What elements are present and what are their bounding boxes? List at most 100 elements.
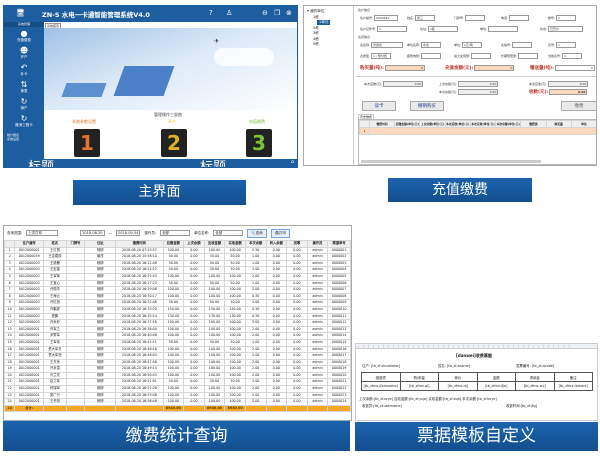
column-header[interactable]: 操作员	[306, 240, 329, 248]
purchase-input[interactable]: 0	[554, 65, 595, 71]
column-header[interactable]: 住户编号	[14, 240, 45, 248]
sidebar-item[interactable]: ↻ 销户	[4, 95, 44, 112]
field-input[interactable]: 1	[556, 15, 577, 21]
table-row[interactable]: 15 0012000001 王军伟 杨柳 2018-08-20 16:42:11 50.0…	[4, 338, 351, 347]
receive-field[interactable]: 0.00	[549, 89, 588, 95]
history-column-header[interactable]: 购买量	[545, 119, 572, 129]
tree-node[interactable]: 5栋	[313, 42, 319, 46]
column-header[interactable]: 票据单号	[327, 240, 351, 248]
column-header[interactable]: 实收金额	[224, 240, 246, 248]
minimize-icon[interactable]: ⊖	[262, 9, 268, 17]
range-select[interactable]: 上次打印	[26, 230, 59, 236]
table-row[interactable]: 14 0012000001 尹秀军 杨柳 2018-08-20 16:40:48 100.…	[4, 332, 351, 340]
history-column-header[interactable]: 本次实收(单位:元)	[469, 119, 497, 129]
column-header[interactable]: 上次余额	[183, 240, 205, 248]
history-column-header[interactable]: 应缴金额(单位:元)	[394, 119, 421, 129]
field-input[interactable]	[509, 15, 530, 21]
table-row[interactable]: 21 0012000001 赵之军 杨柳 2018-08-20 16:51:01 50.0…	[4, 378, 351, 387]
column-header[interactable]: 转入余额	[265, 240, 288, 248]
home-icon[interactable]: ⌂	[290, 159, 294, 165]
field-input[interactable]	[465, 15, 486, 21]
tree-node-selected[interactable]: 1单元	[317, 20, 331, 25]
column-header[interactable]: 找零	[286, 240, 308, 248]
unit-select[interactable]: 全部	[213, 230, 244, 236]
tree-node[interactable]: 1栋	[313, 14, 319, 19]
column-header[interactable]: 本次余额	[244, 240, 267, 248]
history-column-header[interactable]: 缴费时间	[368, 119, 396, 129]
table-row[interactable]: 4 0012000003 王宏建 杨柳 2018-08-20 16:24:12 50.00…	[4, 266, 351, 274]
cancel-purchase-button[interactable]: 撤销购买	[410, 101, 444, 111]
template-header[interactable]: 备注	[553, 372, 593, 382]
template-cell[interactable]: [tb_zfmx.remark]	[553, 381, 593, 391]
table-row[interactable]: 23 0012000001 夏广兴 杨柳 2018-08-20 16:53:08 100.…	[4, 391, 351, 400]
purchase-input[interactable]: 0	[384, 65, 425, 71]
date-from[interactable]: 2018-08-20	[80, 230, 105, 236]
restore-icon[interactable]: ❐	[274, 9, 281, 17]
template-cashier[interactable]: 收费员:[tb_zf.username]	[362, 404, 402, 408]
tree-node[interactable]: 3栋	[313, 31, 319, 35]
table-row[interactable]: 17 0012000001 贾大军西 杨柳 2018-08-20 16:48:03 100…	[4, 352, 351, 360]
field-input[interactable]	[421, 53, 442, 59]
template-field[interactable]: 发票编号: [tb_zf.zjcode]	[516, 364, 555, 368]
table-row[interactable]: 18 0012000001 王东伏 杨柳 2018-08-20 16:47:58 100.…	[4, 358, 351, 367]
template-cell[interactable]: [tb_zfmx.gl]	[399, 381, 439, 391]
step-1-button[interactable]: 1	[74, 129, 100, 157]
field-input[interactable]: 1栋	[428, 26, 459, 32]
sidebar-item[interactable]: ⇅ 换表	[4, 78, 44, 95]
template-header[interactable]: 滞纳金	[515, 372, 555, 382]
date-to[interactable]: 2018-09-04	[116, 230, 141, 236]
field-input[interactable]	[488, 26, 519, 32]
template-header[interactable]: 单价	[438, 372, 478, 382]
template-title[interactable]: [danwei]收费票据	[456, 353, 492, 358]
column-header[interactable]: 姓名	[43, 240, 67, 248]
field-input[interactable]: 1 / 预付费表	[371, 53, 392, 59]
column-header[interactable]	[4, 240, 16, 248]
template-cell[interactable]: [tb_zfmx.jfje]	[476, 381, 516, 391]
sidebar-item[interactable]: ● 充值缴费	[4, 27, 44, 44]
table-row[interactable]: 8 0012000003 王海云 杨柳 2018-08-20 16:30:17 100.0…	[4, 292, 351, 301]
table-row[interactable]: 9 0012000003 许红燕 杨柳 2018-08-20 16:32:48 50.00…	[4, 299, 351, 307]
table-row[interactable]: 3 0012000003 王德雁 杨柳 2018-08-20 16:22:48 50.00…	[4, 259, 351, 268]
step-3-button[interactable]: 3	[246, 129, 272, 157]
field-input[interactable]: 已开户	[548, 26, 584, 32]
template-line2[interactable]: 上次余额:[tb_zf.scye] 应收金额:[tb_zf.ysje] 实收金额…	[359, 397, 497, 401]
tree-node[interactable]: 2栋	[313, 25, 319, 30]
field-input[interactable]: 0004240	[374, 15, 399, 21]
table-row[interactable]: 10 0012000003 许鹏夏 杨柳 2018-08-20 16:33:20 150.…	[4, 305, 351, 314]
column-header[interactable]: 应收金额	[203, 240, 226, 248]
template-field[interactable]: 住户: [tb_zf.zhuddress]	[362, 364, 400, 368]
column-header[interactable]: 住址	[84, 240, 117, 248]
table-row[interactable]: 6 0012000003 王宝心 杨柳 2018-08-20 16:27:23 50.00…	[4, 279, 351, 288]
user-icon[interactable]: ♙	[226, 9, 233, 17]
field-input[interactable]: 1	[562, 53, 583, 59]
template-time[interactable]: 收费时间:[tb_zf.jfsj]	[506, 404, 538, 408]
field-input[interactable]	[471, 53, 492, 59]
purchase-input[interactable]: 0	[474, 65, 515, 71]
table-row[interactable]: 16 0012000001 贾大军东 杨柳 2018-08-20 16:46:16 100…	[4, 345, 351, 354]
sidebar-menu-settings[interactable]: 系统设置	[7, 137, 20, 141]
close-icon[interactable]: ⊗	[286, 9, 292, 17]
field-input[interactable]	[518, 53, 539, 59]
template-field[interactable]: 姓名: [tb_zf.zname]	[438, 364, 471, 368]
sidebar-item[interactable]: ☻ 开户	[4, 44, 44, 61]
step-2-button[interactable]: 2	[161, 129, 187, 157]
table-row[interactable]: 2 0012000059 王定春辰 瑜茂 2018-08-20 15:58:10 50.0…	[4, 253, 351, 261]
template-header[interactable]: 购/用量	[399, 372, 439, 382]
history-column-header[interactable]: 缴费类	[520, 119, 547, 129]
table-row[interactable]: 19 0012000001 许永霞 杨柳 2018-08-20 16:49:14 100.…	[4, 365, 351, 373]
table-row[interactable]: 20 0012000001 许兰花 杨柳 2018-08-20 16:50:43 100.…	[4, 371, 351, 380]
history-column-header[interactable]: 上次余额(单位:元)	[419, 119, 446, 129]
sidebar-item[interactable]: ↻ 撤消工程卡	[4, 112, 44, 129]
operator-select[interactable]: 全部	[160, 230, 191, 236]
history-column-header[interactable]: 本次余额(单位:元)	[495, 119, 522, 129]
horizontal-scrollbar[interactable]	[361, 160, 541, 163]
table-row[interactable]: 13 0012000001 许军之 杨柳 2018-08-20 16:38:00 100.…	[4, 325, 351, 334]
template-cell[interactable]: [tb_zfmx.dj]	[438, 381, 478, 391]
template-cell[interactable]: [tb_zfmx.jfxmname]	[361, 381, 401, 391]
field-input[interactable]: 1元/吨	[462, 42, 483, 48]
field-input[interactable]	[512, 42, 533, 48]
column-header[interactable]: 应缴金额	[162, 240, 185, 248]
read-card-button[interactable]: 读卡	[362, 101, 396, 111]
table-row[interactable]: 22 0012000001 时瑞军 杨柳 2018-08-20 16:52:28 100.…	[4, 385, 351, 393]
sidebar-item[interactable]: ↶ 补卡	[4, 61, 44, 78]
